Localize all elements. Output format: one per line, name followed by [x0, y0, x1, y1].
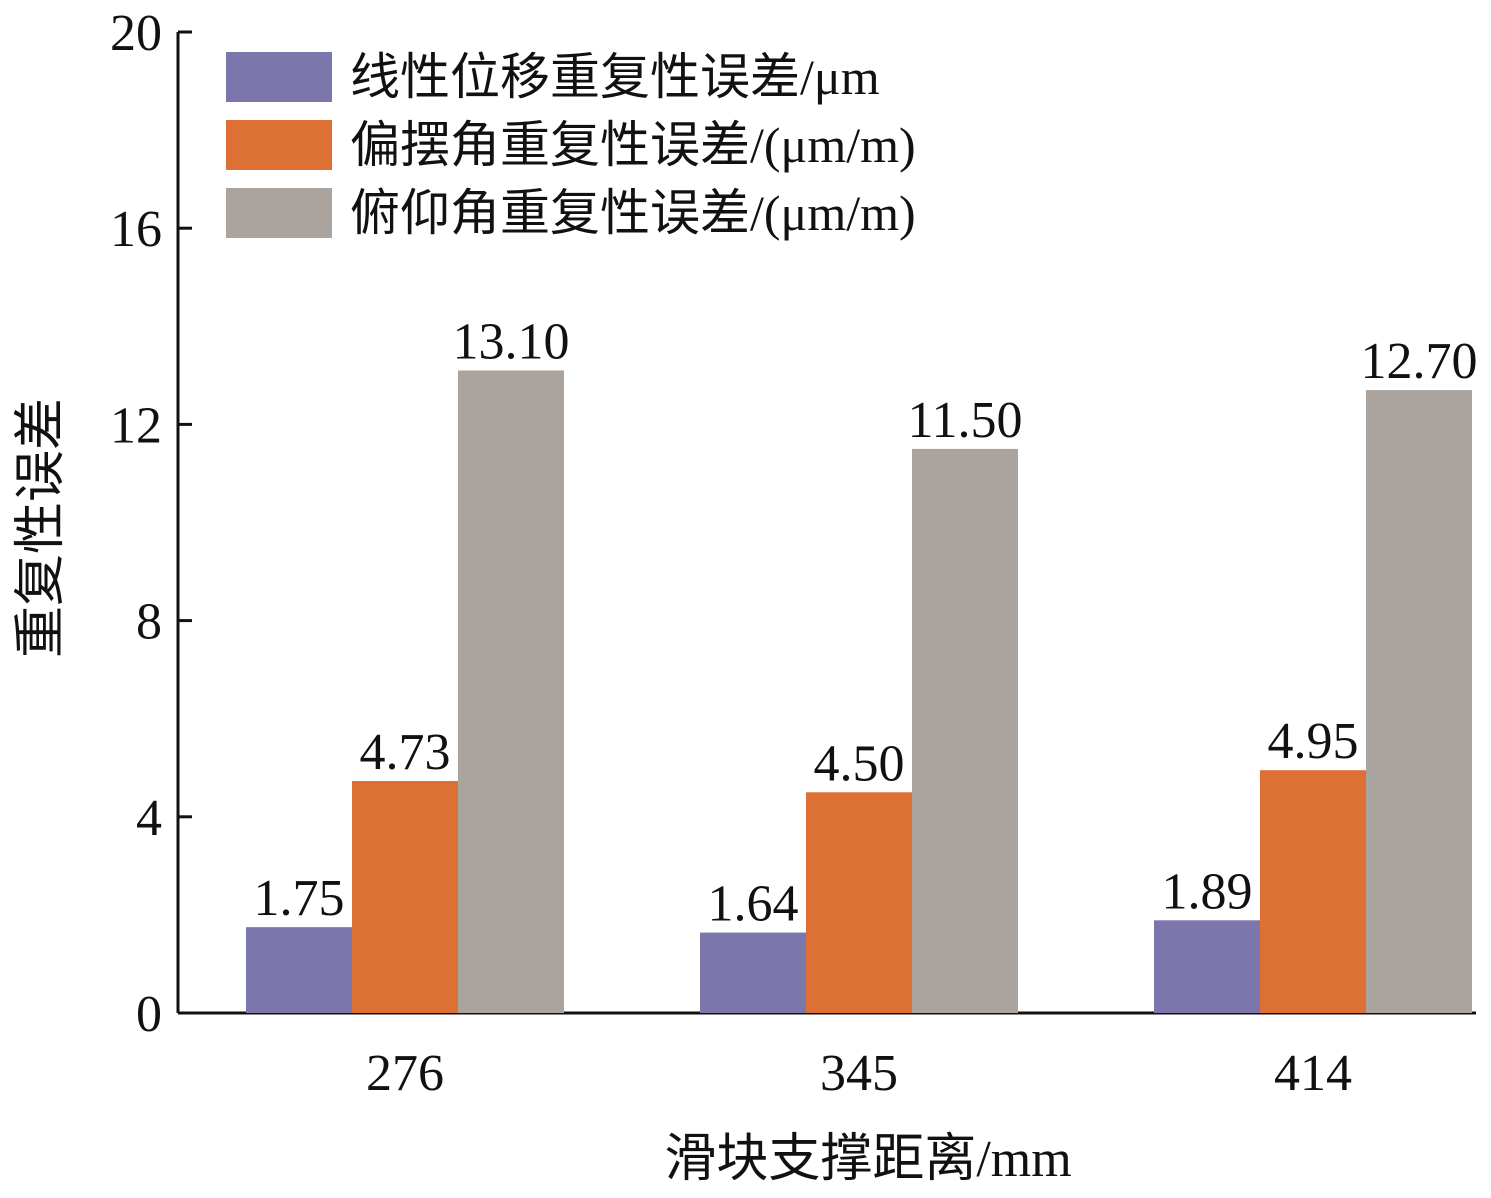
bar	[1366, 390, 1472, 1013]
legend-swatch	[226, 120, 332, 170]
bar	[1154, 920, 1260, 1013]
data-label: 1.75	[254, 870, 345, 927]
data-label: 1.64	[708, 876, 799, 933]
bar	[246, 927, 352, 1013]
y-tick-label: 0	[136, 986, 162, 1043]
bar	[352, 780, 458, 1013]
bar	[912, 448, 1018, 1013]
legend-swatch	[226, 52, 332, 102]
data-label: 13.10	[453, 313, 570, 370]
legend-label: 线性位移重复性误差/μm	[350, 49, 880, 105]
x-tick-label: 414	[1274, 1045, 1352, 1102]
legend-label: 俯仰角重复性误差/(μm/m)	[350, 185, 916, 241]
data-label: 1.89	[1162, 863, 1253, 920]
bars: 1.75 4.73 13.10 1.64 4.50 11.50 1.89 4.95 12.70	[246, 313, 1478, 1013]
legend: 线性位移重复性误差/μm 偏摆角重复性误差/(μm/m) 俯仰角重复性误差/(μm/…	[226, 49, 916, 241]
y-tick-label: 8	[136, 594, 162, 651]
bar	[1260, 770, 1366, 1013]
legend-swatch	[226, 188, 332, 238]
y-axis-title: 重复性误差	[13, 398, 70, 658]
y-tick-label: 12	[110, 397, 162, 454]
y-tick-label: 4	[136, 790, 162, 847]
data-label: 4.73	[360, 724, 451, 781]
bar	[806, 792, 912, 1013]
x-tick-label: 345	[820, 1045, 898, 1102]
x-tick-label: 276	[366, 1045, 444, 1102]
y-axis: 0 4 8 12 16 20	[110, 5, 192, 1043]
y-tick-label: 20	[110, 5, 162, 62]
y-tick-label: 16	[110, 201, 162, 258]
data-label: 11.50	[907, 392, 1022, 449]
x-axis-title: 滑块支撑距离/mm	[664, 1131, 1071, 1188]
data-label: 4.50	[814, 735, 905, 792]
bar	[458, 370, 564, 1013]
legend-label: 偏摆角重复性误差/(μm/m)	[350, 117, 916, 173]
bar	[700, 932, 806, 1013]
x-axis: 276 345 414	[178, 1011, 1476, 1102]
data-label: 12.70	[1361, 333, 1478, 390]
data-label: 4.95	[1268, 713, 1359, 770]
